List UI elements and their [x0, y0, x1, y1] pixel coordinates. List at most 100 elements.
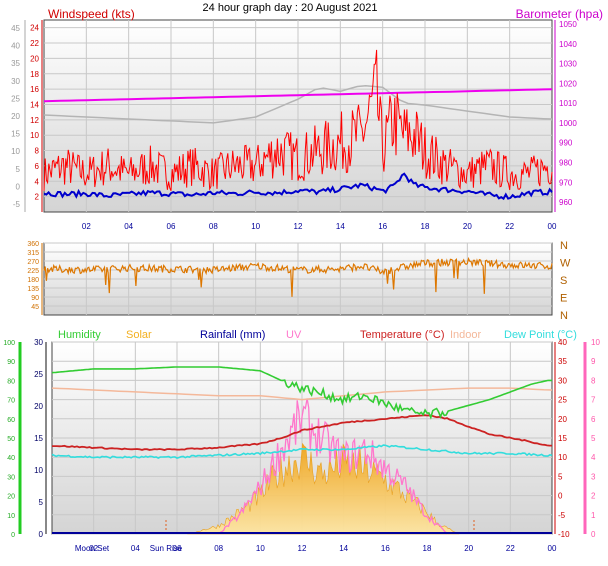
humidity-tick: 30: [7, 474, 15, 481]
uv-tick: 3: [591, 472, 596, 481]
x-tick: 22: [505, 222, 514, 231]
outer-tick: 20: [11, 112, 20, 121]
sun-rise-label: Sun Rise: [150, 544, 183, 553]
baro-tick: 1000: [559, 119, 577, 128]
x-tick: 06: [173, 544, 182, 553]
outer-tick: 35: [11, 59, 20, 68]
humidity-tick: 40: [7, 455, 15, 462]
outer-tick: 40: [11, 42, 20, 51]
humidity-tick: 100: [3, 340, 15, 347]
direction-tick: 180: [27, 277, 39, 284]
humidity-tick: 20: [7, 494, 15, 501]
outer-tick: 25: [11, 94, 20, 103]
temp-tick: 20: [558, 415, 567, 424]
x-tick: 10: [256, 544, 265, 553]
wind-x-axis: 02 04 06 08 10 12 14 16 18 20 22 00: [82, 222, 557, 231]
x-tick: 18: [423, 544, 432, 553]
outer-tick: 45: [11, 24, 20, 33]
outer-tick: 10: [11, 147, 20, 156]
temperature-axis: 40 35 30 25 20 15 10 5 0 -5 -10: [554, 338, 570, 539]
direction-tick: 315: [27, 250, 39, 257]
solar-tick: 25: [34, 370, 43, 379]
solar-tick: 30: [34, 338, 43, 347]
solar-tick: 10: [34, 466, 43, 475]
solar-area: [187, 442, 460, 535]
wind-axis: 24 22 20 18 16 14 12 10 8 6 4 2: [30, 20, 43, 212]
x-tick: 08: [214, 544, 223, 553]
wind-baro-series: [43, 49, 553, 201]
x-tick: 00: [548, 544, 557, 553]
baro-grey-line: [43, 84, 553, 124]
wind-tick: 16: [30, 85, 39, 94]
solar-tick: 5: [39, 498, 44, 507]
compass-tick: S: [560, 275, 567, 287]
humidity-tick: 0: [11, 532, 15, 539]
x-tick: 02: [89, 544, 98, 553]
solar-tick: 0: [39, 530, 44, 539]
direction-tick: 135: [27, 286, 39, 293]
x-tick: 14: [339, 544, 348, 553]
solar-axis: 30 25 20 15 10 5 0: [34, 338, 47, 539]
compass-tick: N: [560, 240, 568, 252]
temp-tick: -10: [558, 530, 570, 539]
outer-tick: 5: [16, 165, 21, 174]
temp-tick: 15: [558, 434, 567, 443]
outer-tick: 0: [16, 182, 21, 191]
temp-tick: 35: [558, 357, 567, 366]
x-tick: 08: [209, 222, 218, 231]
direction-tick: 360: [27, 241, 39, 248]
baro-tick: 970: [559, 178, 573, 187]
baro-tick: 980: [559, 159, 573, 168]
dewpoint-line: [51, 444, 553, 460]
temp-x-axis: 02 04 06 08 10 12 14 16 18 20 22 00 Moon Set Sun Rise: [75, 520, 557, 553]
wind-tick: 14: [30, 100, 39, 109]
uv-tick: 0: [591, 530, 596, 539]
wind-tick: 20: [30, 54, 39, 63]
wind-outer-axis: 45 40 35 30 25 20 15 10 5 0 -5: [11, 20, 26, 212]
x-tick: 20: [464, 544, 473, 553]
wind-tick: 22: [30, 39, 39, 48]
uv-tick: 4: [591, 453, 596, 462]
baro-tick: 960: [559, 198, 573, 207]
compass-tick: N: [560, 310, 568, 322]
humidity-tick: 80: [7, 378, 15, 385]
uv-tick: 6: [591, 415, 596, 424]
temp-tick: -5: [558, 511, 566, 520]
outer-tick: 15: [11, 130, 20, 139]
direction-line: [43, 256, 553, 297]
x-tick: 10: [251, 222, 260, 231]
windspeed-line: [43, 49, 553, 191]
temp-series: [51, 366, 553, 535]
x-tick: 12: [294, 222, 303, 231]
x-tick: 22: [506, 544, 515, 553]
x-tick: 18: [421, 222, 430, 231]
temp-tick: 30: [558, 376, 567, 385]
indoor-line: [51, 387, 553, 401]
temp-tick: 0: [558, 492, 563, 501]
uv-tick: 2: [591, 492, 596, 501]
wind-tick: 18: [30, 70, 39, 79]
windspeed-label: Windspeed (kts): [48, 7, 135, 21]
wind-tick: 10: [30, 131, 39, 140]
legend-item: Indoor: [450, 329, 482, 341]
solar-tick: 20: [34, 402, 43, 411]
baro-tick: 1040: [559, 40, 577, 49]
wind-tick: 12: [30, 116, 39, 125]
baro-tick: 1020: [559, 79, 577, 88]
uv-line: [218, 398, 449, 535]
direction-grid: [44, 242, 552, 315]
x-tick: 12: [298, 544, 307, 553]
uv-tick: 7: [591, 396, 596, 405]
x-tick: 04: [131, 544, 140, 553]
uv-tick: 8: [591, 376, 596, 385]
humidity-line: [51, 366, 552, 420]
x-tick: 16: [381, 544, 390, 553]
wind-tick: 2: [35, 193, 40, 202]
direction-tick: 270: [27, 259, 39, 266]
baro-tick: 1030: [559, 60, 577, 69]
x-tick: 16: [378, 222, 387, 231]
